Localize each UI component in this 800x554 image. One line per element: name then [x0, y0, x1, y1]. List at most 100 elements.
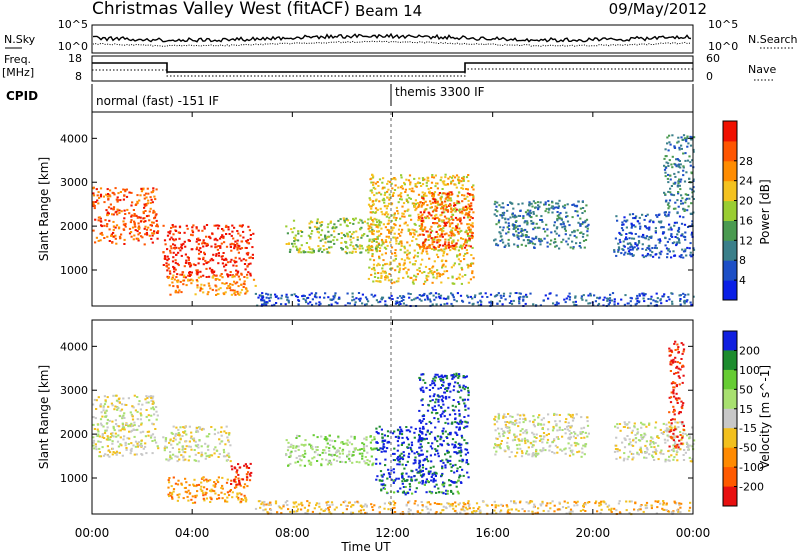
- echo-cell: [363, 460, 366, 463]
- echo-cell: [471, 217, 474, 220]
- echo-cell: [308, 222, 311, 225]
- echo-cell: [261, 292, 264, 295]
- echo-cell: [459, 396, 462, 399]
- echo-cell: [380, 244, 383, 247]
- echo-cell: [390, 219, 393, 222]
- echo-cell: [435, 296, 438, 299]
- echo-cell: [205, 235, 208, 238]
- echo-cell: [436, 241, 439, 244]
- echo-cell: [118, 209, 121, 212]
- echo-cell: [133, 429, 136, 431]
- echo-cell: [454, 445, 457, 448]
- echo-cell: [457, 239, 460, 242]
- echo-cell: [396, 440, 399, 443]
- echo-cell: [409, 197, 412, 200]
- echo-cell: [143, 197, 146, 200]
- echo-cell: [305, 301, 308, 304]
- echo-cell: [178, 451, 181, 454]
- echo-cell: [434, 248, 437, 251]
- echo-cell: [630, 223, 633, 226]
- echo-cell: [501, 229, 504, 232]
- echo-cell: [377, 432, 380, 435]
- echo-cell: [616, 219, 619, 222]
- echo-cell: [293, 242, 296, 245]
- echo-cell: [140, 423, 143, 426]
- echo-cell: [682, 256, 685, 259]
- echo-cell: [428, 292, 431, 295]
- echo-cell: [99, 418, 103, 421]
- echo-cell: [180, 454, 183, 457]
- echo-cell: [198, 426, 202, 429]
- echo-cell: [375, 225, 378, 228]
- echo-cell: [607, 303, 610, 306]
- echo-cell: [525, 295, 529, 298]
- echo-cell: [223, 293, 226, 296]
- echo-cell: [430, 237, 433, 240]
- echo-cell: [553, 221, 556, 224]
- echo-cell: [175, 276, 178, 278]
- echo-cell: [458, 246, 461, 249]
- echo-cell: [524, 220, 527, 223]
- echo-cell: [632, 237, 636, 240]
- echo-cell: [112, 435, 115, 438]
- echo-cell: [532, 222, 535, 225]
- echo-cell: [507, 218, 510, 221]
- echo-cell: [396, 301, 399, 304]
- echo-cell: [196, 430, 200, 433]
- echo-cell: [398, 458, 401, 461]
- echo-cell: [177, 247, 181, 250]
- echo-cell: [678, 239, 681, 242]
- echo-cell: [212, 253, 215, 256]
- echo-cell: [413, 233, 416, 236]
- echo-cell: [433, 379, 437, 382]
- echo-cell: [690, 233, 693, 236]
- echo-cell: [547, 211, 550, 214]
- echo-cell: [430, 492, 433, 495]
- echo-cell: [138, 199, 141, 202]
- echo-cell: [541, 441, 544, 444]
- echo-cell: [108, 240, 111, 242]
- echo-cell: [226, 496, 229, 499]
- echo-cell: [586, 225, 589, 228]
- echo-cell: [454, 183, 457, 186]
- echo-cell: [196, 246, 199, 249]
- echo-cell: [184, 448, 187, 450]
- echo-cell: [421, 294, 424, 297]
- echo-cell: [215, 289, 218, 292]
- echo-cell: [568, 298, 571, 301]
- echo-cell: [450, 374, 453, 377]
- echo-cell: [442, 244, 445, 247]
- echo-cell: [424, 208, 427, 211]
- echo-cell: [433, 393, 436, 396]
- echo-cell: [107, 438, 110, 441]
- echo-cell: [427, 460, 430, 463]
- echo-cell: [450, 232, 453, 235]
- echo-cell: [406, 257, 409, 260]
- echo-cell: [195, 426, 199, 429]
- echo-cell: [440, 233, 443, 236]
- echo-cell: [673, 182, 676, 185]
- echo-cell: [421, 271, 424, 274]
- echo-cell: [467, 199, 470, 202]
- echo-cell: [453, 373, 456, 376]
- echo-cell: [167, 276, 171, 278]
- echo-cell: [437, 245, 440, 248]
- echo-cell: [497, 427, 500, 430]
- echo-cell: [353, 303, 356, 306]
- echo-cell: [435, 231, 438, 233]
- echo-cell: [439, 179, 442, 182]
- echo-cell: [549, 292, 552, 295]
- echo-cell: [308, 293, 311, 296]
- echo-cell: [372, 181, 375, 184]
- echo-cell: [292, 447, 295, 449]
- echo-cell: [179, 249, 182, 252]
- echo-cell: [563, 225, 566, 228]
- echo-cell: [422, 391, 425, 393]
- echo-cell: [443, 375, 446, 378]
- nave-trace: [92, 68, 693, 77]
- echo-cell: [636, 294, 639, 297]
- echo-cell: [404, 191, 407, 193]
- echo-cell: [447, 297, 450, 300]
- echo-cell: [430, 292, 433, 295]
- echo-cell: [619, 241, 622, 244]
